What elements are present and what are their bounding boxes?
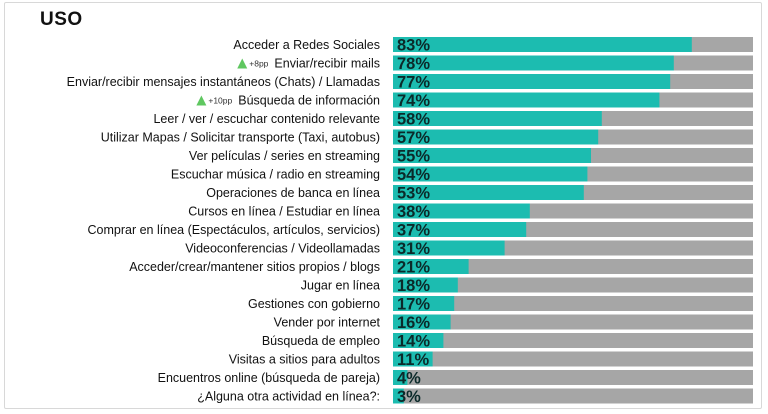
data-label: 58% (397, 111, 430, 129)
bar (393, 74, 671, 89)
category-label: Cursos en línea / Estudiar en línea (188, 205, 380, 219)
data-label: 3% (397, 388, 421, 406)
chart-frame (4, 2, 762, 409)
up-triangle-icon (196, 95, 207, 106)
annotation-text: +10pp (208, 96, 232, 106)
data-label: 31% (397, 240, 430, 258)
bar (393, 240, 505, 256)
category-label: Enviar/recibir mails (274, 57, 380, 71)
category-label: Operaciones de banca en línea (206, 186, 380, 200)
bar (393, 222, 527, 237)
bar (393, 388, 404, 404)
data-label: 57% (397, 129, 430, 147)
data-label: 83% (397, 37, 430, 55)
bar (393, 259, 469, 274)
bar-remainder (393, 351, 753, 367)
bar (393, 111, 602, 126)
bar (393, 370, 408, 385)
data-label: 54% (397, 166, 430, 184)
category-label: Acceder a Redes Sociales (233, 38, 380, 52)
bar (393, 166, 588, 182)
category-label: Leer / ver / escuchar contenido relevant… (153, 112, 380, 126)
data-label: 11% (397, 351, 429, 369)
category-label: Videoconferencias / Videollamadas (185, 242, 380, 256)
bar (393, 92, 660, 108)
bar-remainder (393, 296, 753, 311)
data-label: 4% (397, 370, 421, 388)
chart-title: USO (40, 9, 83, 30)
bar (393, 333, 444, 348)
bar (393, 185, 584, 200)
data-label: 74% (397, 92, 430, 110)
data-label: 17% (397, 296, 430, 314)
bar-remainder (393, 388, 753, 404)
category-label: Utilizar Mapas / Solicitar transporte (T… (101, 131, 380, 145)
bar (393, 129, 599, 145)
bar (393, 351, 433, 367)
bar-remainder (393, 370, 753, 385)
bar (393, 55, 674, 71)
data-label: 37% (397, 222, 430, 240)
category-label: Vender por internet (274, 316, 381, 330)
bar (393, 296, 455, 311)
bar (393, 148, 591, 163)
category-label: Jugar en línea (301, 279, 380, 293)
category-label: ¿Alguna otra actividad en línea?: (197, 390, 380, 404)
category-label: Encuentros online (búsqueda de pareja) (158, 371, 380, 385)
data-label: 78% (397, 55, 430, 73)
bar (393, 37, 692, 52)
bar-remainder (393, 259, 753, 274)
bar (393, 277, 458, 293)
data-label: 55% (397, 148, 430, 166)
annotation-text: +8pp (249, 59, 268, 69)
category-label: Comprar en línea (Espectáculos, artículo… (88, 223, 380, 237)
category-label: Escuchar música / radio en streaming (171, 168, 380, 182)
bar (393, 203, 530, 219)
data-label: 21% (397, 259, 430, 277)
category-label: Búsqueda de información (238, 94, 380, 108)
category-label: Búsqueda de empleo (262, 334, 380, 348)
data-label: 38% (397, 203, 430, 221)
data-label: 14% (397, 333, 430, 351)
category-label: Visitas a sitios para adultos (229, 353, 380, 367)
bar-remainder (393, 314, 753, 330)
data-label: 16% (397, 314, 430, 332)
bar-remainder (393, 333, 753, 348)
bar-remainder (393, 277, 753, 293)
category-label: Enviar/recibir mensajes instantáneos (Ch… (67, 75, 380, 89)
data-label: 18% (397, 277, 430, 295)
category-label: Ver películas / series en streaming (189, 149, 380, 163)
data-label: 53% (397, 185, 430, 203)
bar (393, 314, 451, 330)
up-triangle-icon (237, 58, 248, 69)
category-label: Acceder/crear/mantener sitios propios / … (129, 260, 380, 274)
category-label: Gestiones con gobierno (248, 297, 380, 311)
data-label: 77% (397, 74, 430, 92)
